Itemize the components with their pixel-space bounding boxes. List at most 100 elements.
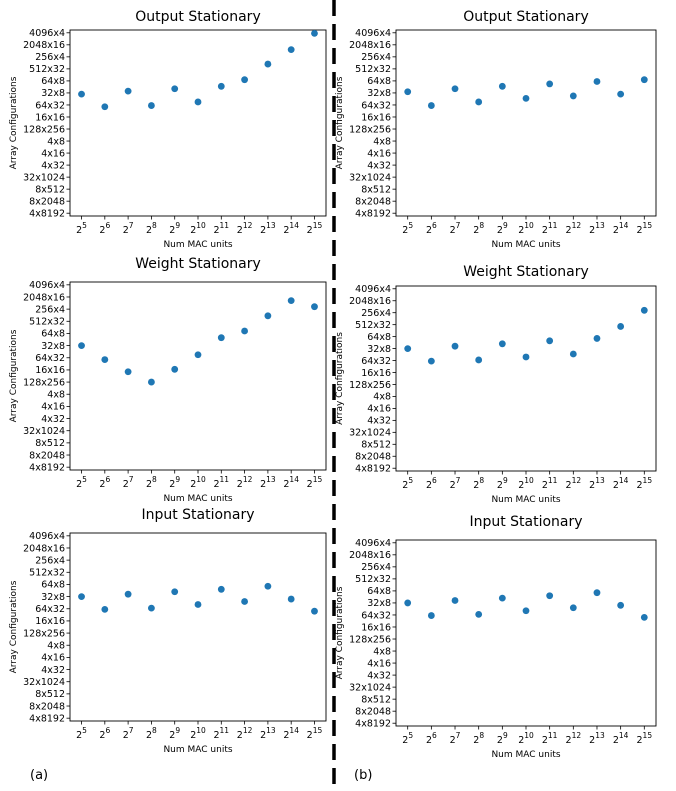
y-axis-label: Array Configurations bbox=[335, 76, 345, 169]
y-tick-label: 16x16 bbox=[35, 616, 65, 627]
y-tick-label: 4x8192 bbox=[355, 209, 391, 220]
data-point bbox=[451, 597, 459, 604]
data-point bbox=[640, 306, 648, 314]
x-tick-label: 210 bbox=[518, 221, 534, 236]
y-tick-label: 256x4 bbox=[35, 52, 65, 63]
x-tick-label: 29 bbox=[169, 726, 180, 741]
x-tick-label: 211 bbox=[542, 731, 558, 746]
y-tick-label: 2048x16 bbox=[23, 40, 65, 51]
data-point bbox=[451, 342, 459, 350]
data-point bbox=[148, 102, 155, 109]
data-point bbox=[569, 604, 577, 612]
data-point bbox=[311, 303, 318, 311]
y-tick-label: 256x4 bbox=[361, 308, 391, 319]
y-tick-label: 64x32 bbox=[361, 356, 391, 367]
y-tick-label: 4x8192 bbox=[29, 713, 65, 724]
x-tick-label: 211 bbox=[213, 726, 229, 741]
y-tick-label: 4x8 bbox=[373, 646, 391, 657]
y-tick-label: 4x16 bbox=[41, 653, 65, 664]
y-tick-label: 16x16 bbox=[361, 368, 391, 379]
data-point bbox=[124, 87, 132, 95]
y-tick-label: 4096x4 bbox=[355, 538, 391, 549]
y-tick-label: 16x16 bbox=[361, 112, 391, 123]
data-point bbox=[171, 365, 179, 373]
data-point bbox=[617, 601, 625, 609]
x-tick-label: 26 bbox=[99, 726, 110, 741]
data-point bbox=[498, 340, 506, 348]
y-tick-label: 512x32 bbox=[355, 574, 391, 585]
plot-frame bbox=[395, 285, 657, 472]
x-tick-label: 210 bbox=[518, 476, 534, 491]
y-tick-label: 64x8 bbox=[41, 329, 65, 340]
y-tick-label: 64x32 bbox=[361, 610, 391, 621]
y-axis-label: Array Configurations bbox=[9, 329, 19, 422]
y-axis-label: Array Configurations bbox=[9, 580, 19, 673]
data-point bbox=[194, 98, 202, 106]
y-tick-label: 64x8 bbox=[367, 76, 391, 87]
chart-title: Output Stationary bbox=[135, 9, 260, 25]
data-point bbox=[78, 593, 85, 601]
x-tick-label: 26 bbox=[99, 475, 110, 490]
x-tick-label: 26 bbox=[426, 731, 437, 746]
data-point bbox=[101, 356, 109, 363]
x-tick-label: 214 bbox=[613, 221, 629, 236]
x-axis-label: Num MAC units bbox=[163, 494, 232, 504]
y-tick-label: 512x32 bbox=[29, 317, 65, 328]
data-point bbox=[148, 378, 155, 386]
y-tick-label: 4x8 bbox=[47, 136, 65, 147]
y-tick-label: 8x512 bbox=[35, 689, 65, 700]
y-tick-label: 256x4 bbox=[35, 555, 65, 566]
x-tick-label: 27 bbox=[123, 726, 134, 741]
x-tick-label: 215 bbox=[637, 476, 653, 491]
plot-frame bbox=[69, 29, 327, 217]
x-tick-label: 27 bbox=[450, 476, 461, 491]
x-tick-label: 211 bbox=[542, 476, 558, 491]
y-tick-label: 4096x4 bbox=[29, 28, 65, 39]
x-tick-label: 212 bbox=[566, 731, 582, 746]
plot-frame bbox=[395, 539, 657, 727]
x-tick-label: 210 bbox=[518, 731, 534, 746]
y-tick-label: 2048x16 bbox=[349, 40, 391, 51]
y-tick-label: 4x8192 bbox=[29, 462, 65, 473]
x-tick-label: 29 bbox=[497, 476, 508, 491]
y-tick-label: 32x8 bbox=[41, 88, 65, 99]
y-tick-label: 32x1024 bbox=[23, 426, 65, 437]
data-point bbox=[593, 335, 601, 342]
y-tick-label: 128x256 bbox=[349, 634, 391, 645]
plot-frame bbox=[395, 29, 657, 217]
x-axis-label: Num MAC units bbox=[163, 745, 232, 755]
data-point bbox=[404, 345, 412, 352]
x-tick-label: 212 bbox=[566, 221, 582, 236]
x-tick-label: 27 bbox=[123, 221, 134, 236]
y-tick-label: 8x512 bbox=[361, 184, 391, 195]
data-point bbox=[124, 368, 132, 376]
data-point bbox=[241, 598, 248, 605]
data-point bbox=[217, 585, 225, 593]
data-point bbox=[475, 98, 483, 106]
x-tick-label: 25 bbox=[76, 475, 87, 490]
y-tick-label: 64x32 bbox=[35, 353, 65, 364]
data-point bbox=[427, 102, 435, 109]
chart-title: Output Stationary bbox=[463, 9, 588, 25]
x-tick-label: 211 bbox=[213, 475, 229, 490]
y-tick-label: 4096x4 bbox=[355, 28, 391, 39]
x-axis-label: Num MAC units bbox=[491, 495, 560, 505]
chart-title: Weight Stationary bbox=[135, 256, 261, 272]
y-tick-label: 512x32 bbox=[355, 64, 391, 75]
x-tick-label: 29 bbox=[497, 221, 508, 236]
x-tick-label: 215 bbox=[307, 221, 323, 236]
chart-title: Input Stationary bbox=[469, 514, 582, 530]
x-tick-label: 214 bbox=[613, 476, 629, 491]
y-tick-label: 64x32 bbox=[361, 100, 391, 111]
x-tick-label: 25 bbox=[76, 726, 87, 741]
y-tick-label: 4x16 bbox=[367, 404, 391, 415]
y-tick-label: 8x512 bbox=[35, 184, 65, 195]
y-tick-label: 8x2048 bbox=[29, 701, 65, 712]
data-point bbox=[78, 90, 85, 98]
data-point bbox=[640, 613, 648, 621]
data-point bbox=[617, 323, 625, 330]
y-tick-label: 4x8192 bbox=[355, 464, 391, 475]
y-tick-label: 4096x4 bbox=[29, 531, 65, 542]
y-tick-label: 32x8 bbox=[367, 598, 391, 609]
